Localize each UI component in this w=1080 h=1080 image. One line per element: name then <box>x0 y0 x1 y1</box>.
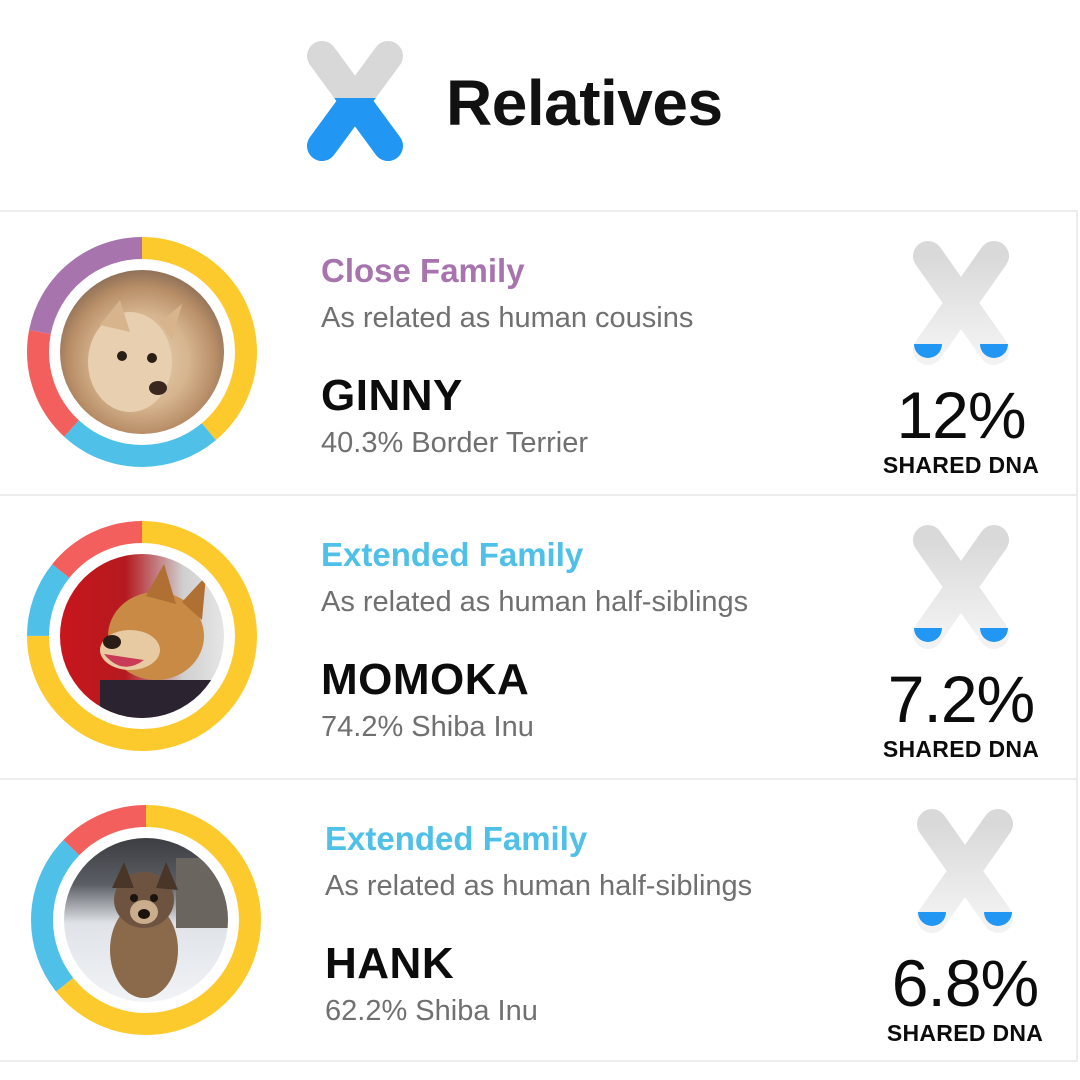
shared-dna-label: SHARED DNA <box>886 1020 1044 1046</box>
breed-ring-chart <box>22 516 262 756</box>
relationship-category: Close Family <box>321 252 525 289</box>
shared-dna: 7.2% SHARED DNA <box>866 522 1056 763</box>
relative-info: Extended Family As related as human half… <box>325 820 752 1028</box>
relative-info: Close Family As related as human cousins… <box>321 252 693 460</box>
dog-photo <box>64 838 228 1002</box>
chromosome-icon <box>913 241 1009 365</box>
relationship-category: Extended Family <box>325 820 588 857</box>
dog-name: HANK <box>325 939 455 988</box>
breed-percentage: 40.3% Border Terrier <box>321 427 589 459</box>
breed-percentage: 62.2% Shiba Inu <box>325 995 538 1027</box>
relative-card-momoka[interactable]: Extended Family As related as human half… <box>0 494 1078 778</box>
chromosome-icon <box>913 525 1009 649</box>
relative-card-ginny[interactable]: Close Family As related as human cousins… <box>0 210 1078 494</box>
relationship-description: As related as human cousins <box>321 302 694 334</box>
relative-card-hank[interactable]: Extended Family As related as human half… <box>0 778 1078 1062</box>
shared-dna: 12% SHARED DNA <box>866 238 1056 479</box>
shared-dna: 6.8% SHARED DNA <box>870 806 1060 1047</box>
breed-ring-chart <box>26 800 266 1040</box>
breed-ring-chart <box>22 232 262 472</box>
page-title: Relatives <box>446 67 723 139</box>
page-header: Relatives <box>0 0 1080 210</box>
shared-dna-label: SHARED DNA <box>882 452 1040 478</box>
breed-percentage: 74.2% Shiba Inu <box>321 711 534 743</box>
dog-photo <box>60 554 224 718</box>
shared-dna-value: 7.2% <box>887 662 1035 736</box>
shared-dna-value: 12% <box>896 378 1026 452</box>
chromosome-icon <box>917 809 1013 933</box>
relative-info: Extended Family As related as human half… <box>321 536 748 744</box>
shared-dna-value: 6.8% <box>891 946 1039 1020</box>
relationship-description: As related as human half-siblings <box>325 870 753 902</box>
dog-name: GINNY <box>321 371 463 420</box>
dog-photo <box>60 270 224 434</box>
relationship-description: As related as human half-siblings <box>321 586 749 618</box>
chromosome-logo-icon <box>307 41 403 161</box>
relationship-category: Extended Family <box>321 536 584 573</box>
shared-dna-label: SHARED DNA <box>882 736 1040 762</box>
dog-name: MOMOKA <box>321 655 530 704</box>
